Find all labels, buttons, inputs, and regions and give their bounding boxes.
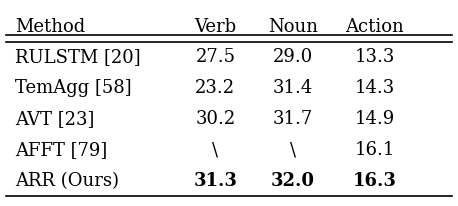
- Text: AVT [23]: AVT [23]: [15, 110, 94, 128]
- Text: \: \: [212, 141, 218, 159]
- Text: ARR (Ours): ARR (Ours): [15, 172, 119, 190]
- Text: \: \: [289, 141, 296, 159]
- Text: 14.9: 14.9: [354, 110, 395, 128]
- Text: 31.7: 31.7: [273, 110, 313, 128]
- Text: 31.3: 31.3: [193, 172, 237, 190]
- Text: RULSTM [20]: RULSTM [20]: [15, 48, 141, 67]
- Text: 16.1: 16.1: [354, 141, 395, 159]
- Text: 13.3: 13.3: [354, 48, 395, 67]
- Text: 29.0: 29.0: [273, 48, 313, 67]
- Text: 27.5: 27.5: [196, 48, 235, 67]
- Text: Noun: Noun: [268, 18, 318, 36]
- Text: Method: Method: [15, 18, 85, 36]
- Text: 30.2: 30.2: [195, 110, 235, 128]
- Text: 31.4: 31.4: [273, 79, 313, 97]
- Text: 32.0: 32.0: [271, 172, 315, 190]
- Text: Action: Action: [345, 18, 404, 36]
- Text: Verb: Verb: [194, 18, 236, 36]
- Text: AFFT [79]: AFFT [79]: [15, 141, 107, 159]
- Text: 16.3: 16.3: [353, 172, 397, 190]
- Text: 14.3: 14.3: [354, 79, 395, 97]
- Text: 23.2: 23.2: [195, 79, 235, 97]
- Text: TemAgg [58]: TemAgg [58]: [15, 79, 131, 97]
